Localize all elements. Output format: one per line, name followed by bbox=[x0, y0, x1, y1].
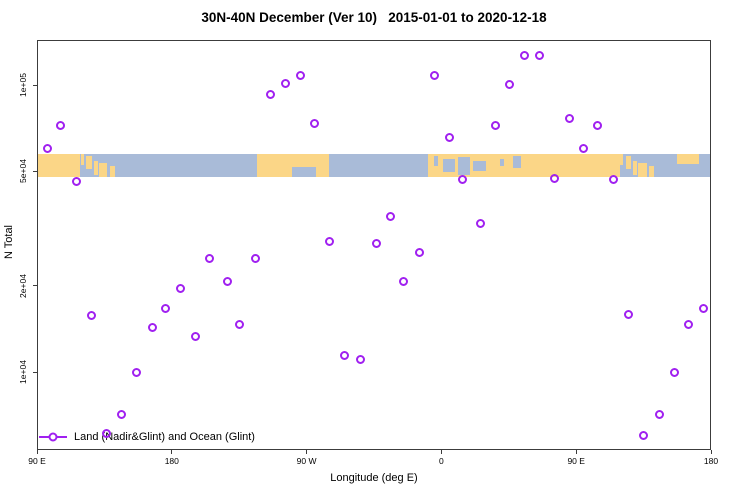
map-band-island bbox=[633, 160, 637, 175]
data-point bbox=[654, 409, 664, 419]
map-band-island bbox=[648, 165, 655, 177]
map-band-island bbox=[93, 160, 98, 175]
chart-title: 30N-40N December (Ver 10) 2015-01-01 to … bbox=[201, 10, 547, 25]
data-point bbox=[579, 143, 589, 153]
legend-line-marker bbox=[39, 432, 67, 442]
map-band-island bbox=[81, 153, 85, 166]
x-tick-label: 180 bbox=[164, 456, 179, 466]
data-point bbox=[176, 283, 186, 293]
map-band-island bbox=[620, 153, 624, 166]
data-point bbox=[550, 173, 560, 183]
map-band-island bbox=[86, 156, 92, 169]
data-point bbox=[638, 430, 648, 440]
data-point bbox=[205, 254, 215, 264]
data-point bbox=[86, 310, 96, 320]
data-point bbox=[355, 354, 365, 364]
data-point bbox=[623, 309, 633, 319]
data-point bbox=[160, 303, 170, 313]
data-point bbox=[190, 331, 200, 341]
y-tick-label: 1e+04 bbox=[18, 360, 28, 384]
map-band-land bbox=[38, 153, 80, 177]
legend-label: Land (Nadir&Glint) and Ocean (Glint) bbox=[74, 431, 255, 443]
map-band-sea bbox=[442, 158, 455, 173]
x-tick bbox=[575, 450, 577, 454]
data-point bbox=[684, 320, 694, 330]
data-point bbox=[414, 248, 424, 258]
data-point bbox=[116, 409, 126, 419]
data-point bbox=[398, 277, 408, 287]
data-point bbox=[385, 212, 395, 222]
data-point bbox=[444, 132, 454, 142]
data-point bbox=[534, 50, 544, 60]
data-point bbox=[340, 350, 350, 360]
data-point bbox=[101, 428, 111, 438]
data-point bbox=[42, 143, 52, 153]
map-band-sea bbox=[499, 158, 505, 166]
map-band-island bbox=[625, 156, 631, 169]
x-tick-label: 90 E bbox=[567, 456, 585, 466]
data-point bbox=[475, 218, 485, 228]
data-point bbox=[131, 367, 141, 377]
data-point bbox=[669, 367, 679, 377]
data-point bbox=[295, 70, 305, 80]
x-axis-title: Longitude (deg E) bbox=[330, 472, 418, 484]
map-band-sea bbox=[472, 160, 487, 172]
map-band-sea bbox=[433, 156, 439, 166]
y-tick bbox=[33, 285, 37, 287]
map-band-land bbox=[427, 153, 620, 177]
map-band-island bbox=[99, 163, 108, 178]
x-tick-label: 180 bbox=[703, 456, 719, 466]
data-point bbox=[250, 254, 260, 264]
x-tick-label: 0 bbox=[439, 456, 444, 466]
data-point bbox=[430, 70, 440, 80]
data-point bbox=[310, 118, 320, 128]
map-band-sea bbox=[291, 166, 316, 178]
data-point bbox=[55, 120, 65, 130]
data-point bbox=[458, 174, 468, 184]
map-band-sea bbox=[513, 156, 521, 168]
map-band-sea bbox=[457, 157, 470, 175]
x-tick bbox=[710, 450, 712, 454]
y-tick bbox=[33, 84, 37, 86]
y-tick bbox=[33, 371, 37, 373]
data-point bbox=[592, 120, 602, 130]
map-band-island bbox=[638, 163, 647, 178]
x-tick bbox=[171, 450, 173, 454]
data-point bbox=[147, 322, 157, 332]
data-point bbox=[520, 50, 530, 60]
data-point bbox=[698, 304, 708, 314]
y-tick bbox=[33, 170, 37, 172]
data-point bbox=[505, 79, 515, 89]
data-point bbox=[564, 113, 574, 123]
data-point bbox=[280, 78, 290, 88]
data-point bbox=[490, 120, 500, 130]
data-point bbox=[235, 320, 245, 330]
x-tick-label: 90 E bbox=[28, 456, 46, 466]
y-tick-label: 1e+05 bbox=[18, 73, 28, 97]
data-point bbox=[372, 238, 382, 248]
data-point bbox=[266, 89, 276, 99]
x-tick bbox=[36, 450, 38, 454]
y-tick-label: 2e+04 bbox=[18, 273, 28, 298]
x-tick bbox=[440, 450, 442, 454]
x-tick bbox=[306, 450, 308, 454]
data-point bbox=[72, 176, 82, 186]
map-band-island bbox=[676, 153, 699, 165]
map-band-island bbox=[109, 165, 115, 177]
x-tick-label: 90 W bbox=[296, 456, 317, 466]
data-point bbox=[608, 174, 618, 184]
legend-circle-icon bbox=[48, 432, 58, 442]
y-tick-label: 5e+04 bbox=[18, 159, 28, 184]
y-axis-title: N Total bbox=[3, 224, 15, 260]
data-point bbox=[324, 236, 334, 246]
data-point bbox=[222, 277, 232, 287]
legend: Land (Nadir&Glint) and Ocean (Glint) bbox=[39, 429, 255, 445]
